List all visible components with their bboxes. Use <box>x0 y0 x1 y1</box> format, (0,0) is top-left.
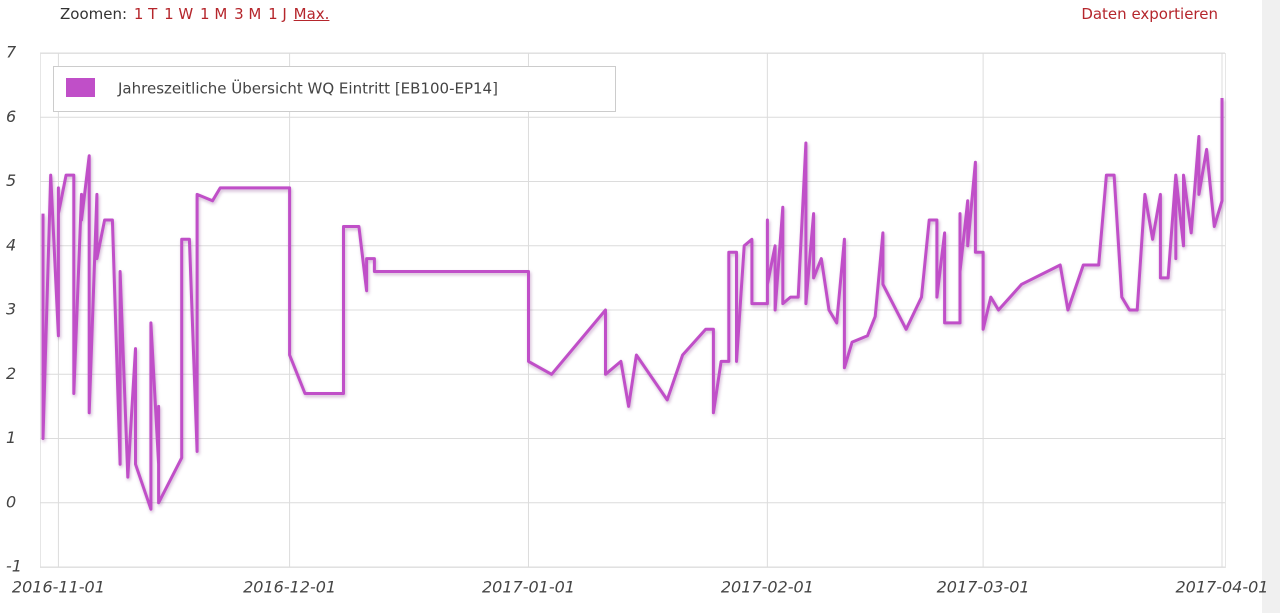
legend: Jahreszeitliche Übersicht WQ Eintritt [E… <box>53 66 616 112</box>
y-tick-label: 7 <box>6 43 17 62</box>
toolbar: Zoomen: 1 T 1 W 1 M 3 M 1 J Max. Daten e… <box>0 0 1280 32</box>
export-link[interactable]: Daten exportieren <box>1081 5 1218 23</box>
zoom-option[interactable]: 3 M <box>234 5 262 23</box>
y-tick-label: 5 <box>6 171 16 190</box>
data-line <box>41 98 1224 511</box>
x-tick-label: 2017-02-01 <box>721 578 814 597</box>
y-tick-label: 4 <box>6 235 16 254</box>
zoom-bar: Zoomen: 1 T 1 W 1 M 3 M 1 J Max. <box>60 5 329 23</box>
legend-box <box>53 66 616 112</box>
y-tick-label: -1 <box>6 557 22 576</box>
x-tick-label: 2016-11-01 <box>12 578 105 597</box>
zoom-option[interactable]: 1 W <box>164 5 194 23</box>
zoom-option[interactable]: Max. <box>293 5 330 23</box>
scrollbar <box>1262 0 1280 613</box>
legend-label: Jahreszeitliche Übersicht WQ Eintritt [E… <box>117 79 498 98</box>
x-tick-label: 2017-01-01 <box>482 578 575 597</box>
x-tick-label: 2017-03-01 <box>937 578 1030 597</box>
y-tick-label: 2 <box>6 364 16 383</box>
legend-swatch <box>66 78 95 97</box>
y-tick-label: 6 <box>6 107 16 126</box>
y-tick-label: 1 <box>6 428 16 447</box>
zoom-option[interactable]: 1 J <box>268 5 287 23</box>
y-tick-label: 3 <box>6 300 16 319</box>
x-tick-label: 2017-04-01 <box>1176 578 1269 597</box>
y-tick-label: 0 <box>6 492 16 511</box>
zoom-option[interactable]: 1 T <box>133 5 158 23</box>
zoom-label: Zoomen: <box>60 5 128 23</box>
x-tick-label: 2016-12-01 <box>243 578 336 597</box>
zoom-option[interactable]: 1 M <box>200 5 228 23</box>
